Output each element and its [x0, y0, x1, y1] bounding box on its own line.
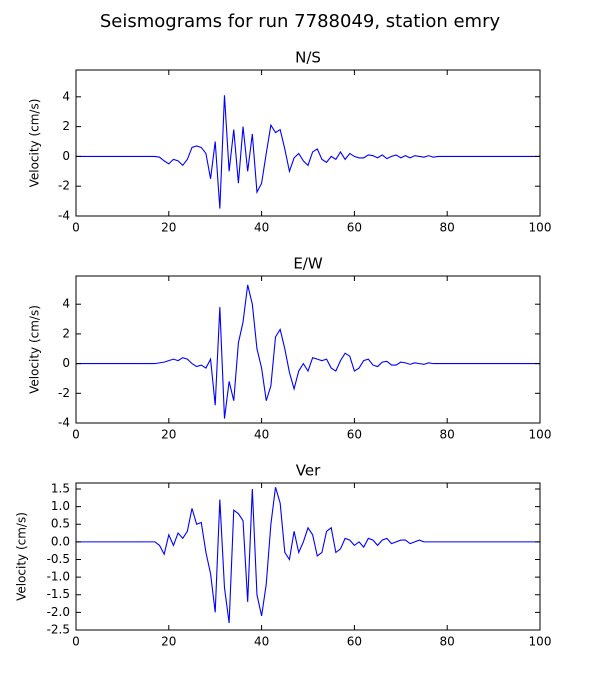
x-tick-label: 40 [254, 428, 269, 442]
figure-title: Seismograms for run 7788049, station emr… [100, 11, 501, 32]
y-tick-label: 0 [62, 149, 70, 163]
x-tick-label: 100 [529, 428, 552, 442]
y-axis-label: Velocity (cm/s) [15, 512, 29, 601]
y-tick-label: -4 [58, 416, 70, 430]
x-tick-label: 60 [347, 635, 362, 649]
y-tick-label: -2 [58, 179, 70, 193]
y-tick-label: 2 [62, 326, 70, 340]
x-tick-label: 60 [347, 221, 362, 235]
subplot-title: Ver [296, 462, 321, 480]
y-tick-label: -1.0 [47, 570, 70, 584]
x-tick-label: 20 [161, 221, 176, 235]
x-tick-label: 0 [72, 428, 80, 442]
y-tick-label: 4 [62, 89, 70, 103]
y-tick-label: 1.0 [51, 499, 70, 513]
series-line [76, 284, 540, 419]
x-tick-label: 80 [440, 221, 455, 235]
subplot-title: N/S [295, 49, 321, 67]
axes-frame [75, 275, 541, 424]
y-axis-label: Velocity (cm/s) [28, 305, 42, 394]
x-tick-label: 60 [347, 428, 362, 442]
subplot: Ver Velocity (cm/s) -2.5 -2.0 -1.5 -1.0 -0.5 0.… [15, 462, 552, 649]
x-tick-label: 0 [72, 221, 80, 235]
x-tick-label: 20 [161, 635, 176, 649]
axes-frame [75, 482, 541, 631]
y-axis-label: Velocity (cm/s) [28, 99, 42, 188]
y-tick-label: 0.0 [51, 534, 70, 548]
subplot-title: E/W [293, 255, 323, 273]
y-tick-label: -4 [58, 209, 70, 223]
y-tick-label: 0 [62, 356, 70, 370]
y-tick-label: 1.5 [51, 481, 70, 495]
plot-area [76, 284, 540, 419]
x-tick-label: 80 [440, 635, 455, 649]
y-tick-label: 2 [62, 119, 70, 133]
x-tick-label: 40 [254, 635, 269, 649]
y-tick-label: 0.5 [51, 517, 70, 531]
x-tick-label: 0 [72, 635, 80, 649]
series-line [76, 487, 540, 624]
x-tick-label: 100 [529, 635, 552, 649]
y-tick-label: -0.5 [47, 552, 70, 566]
y-tick-label: -2.0 [47, 605, 70, 619]
y-tick-label: -2.5 [47, 623, 70, 637]
axes-frame [75, 69, 541, 217]
plot-area [76, 487, 540, 624]
x-tick-label: 20 [161, 428, 176, 442]
x-tick-label: 100 [529, 221, 552, 235]
y-tick-label: -1.5 [47, 587, 70, 601]
x-tick-label: 80 [440, 428, 455, 442]
x-tick-label: 40 [254, 221, 269, 235]
y-tick-label: -2 [58, 386, 70, 400]
y-tick-label: 4 [62, 297, 70, 311]
series-line [76, 95, 540, 209]
plot-area [76, 95, 540, 209]
